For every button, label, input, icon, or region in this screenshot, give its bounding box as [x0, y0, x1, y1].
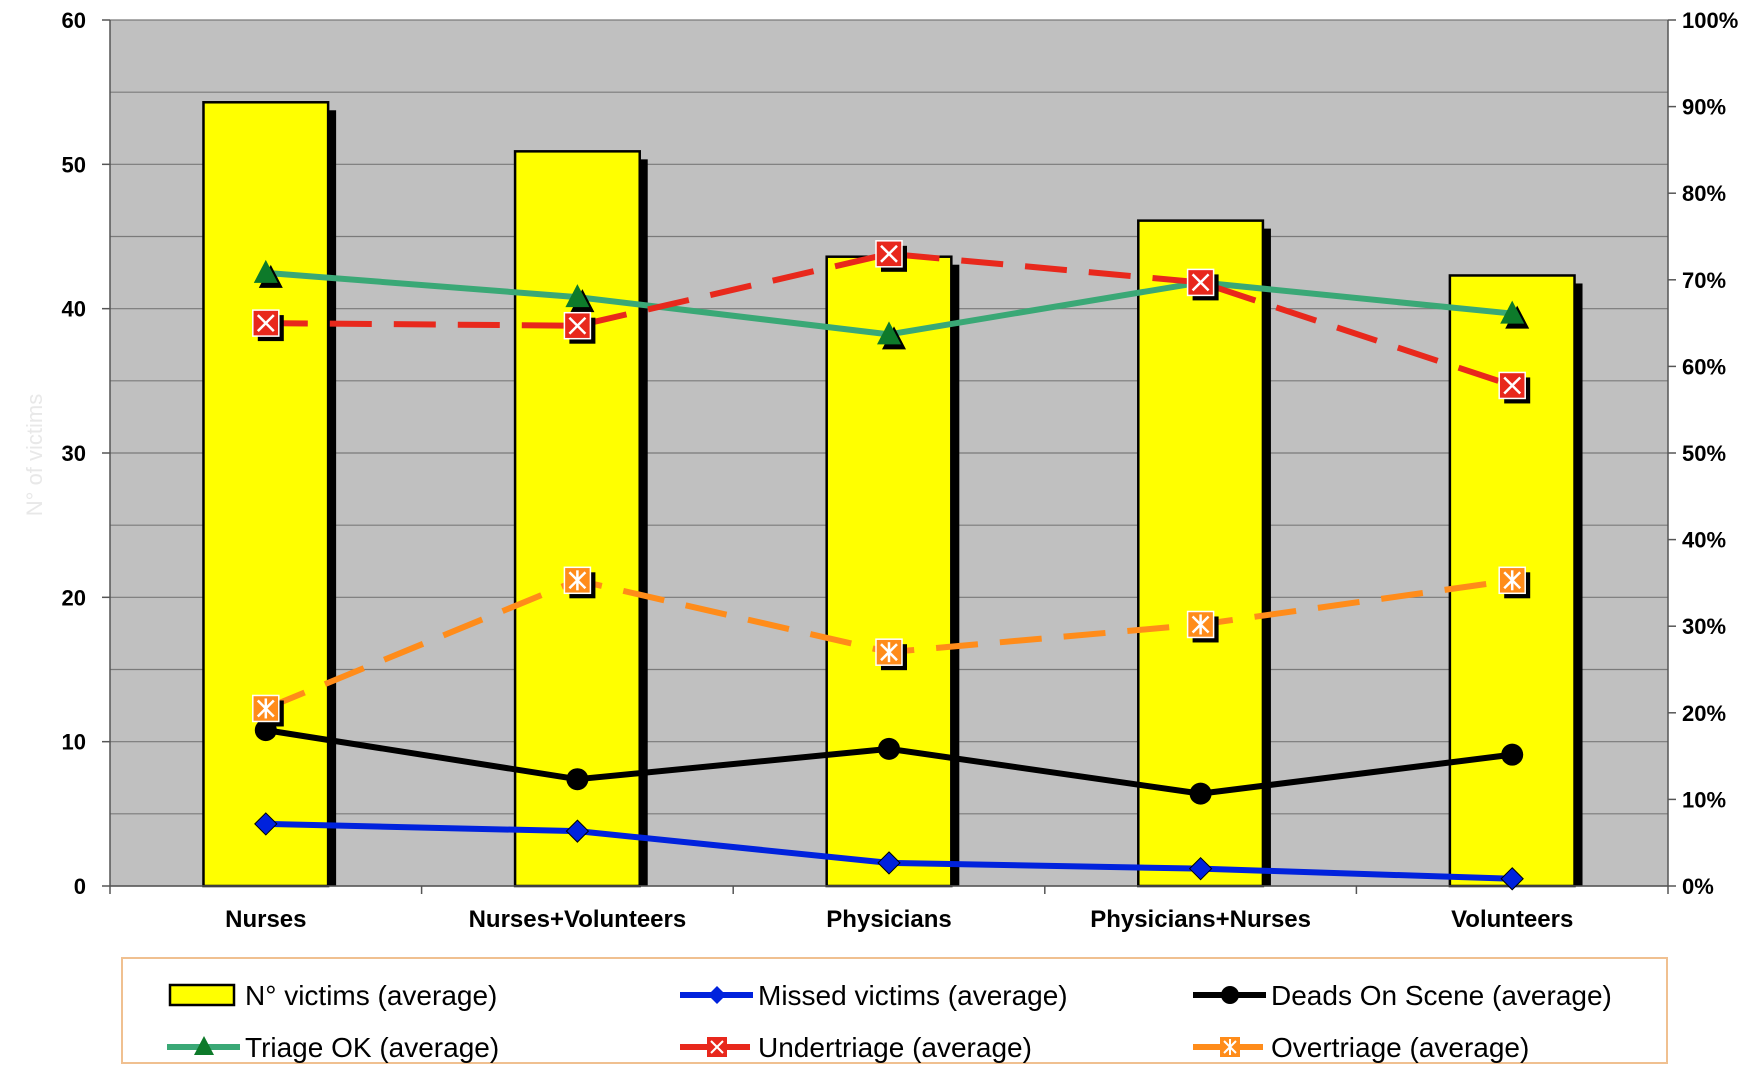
- data-point: [566, 768, 589, 791]
- data-point-glyph: [1191, 273, 1210, 292]
- x-tick-label: Nurses+Volunteers: [469, 906, 687, 933]
- y-axis-label: N° of victims: [22, 394, 47, 516]
- y2-tick-label: 10%: [1682, 787, 1726, 812]
- y-tick-label: 60: [62, 8, 86, 33]
- legend-label: Deads On Scene (average): [1271, 980, 1612, 1011]
- line-series: [252, 240, 1531, 891]
- y-tick-label: 10: [62, 730, 86, 755]
- y2-tick-label: 100%: [1682, 8, 1738, 33]
- data-point-glyph: [568, 316, 587, 335]
- y2-tick-label: 70%: [1682, 268, 1726, 293]
- legend-box: [121, 957, 1668, 1064]
- x-tick-label: Physicians: [826, 906, 951, 933]
- data-point: [565, 284, 590, 308]
- legend-marker-glyph: [710, 1040, 724, 1054]
- data-point-glyph: [880, 244, 898, 263]
- data-point-glyph: [1503, 376, 1522, 395]
- data-point-glyph: [256, 314, 275, 332]
- legend-label: Triage OK (average): [245, 1032, 499, 1063]
- bar: [1137, 219, 1265, 888]
- legend-label: Undertriage (average): [758, 1032, 1032, 1063]
- y2-tick-label: 20%: [1682, 701, 1726, 726]
- data-point: [878, 737, 900, 760]
- y-tick-label: 40: [62, 297, 86, 322]
- y2-tick-label: 30%: [1682, 614, 1726, 639]
- data-point: [877, 851, 901, 875]
- data-point: [1501, 743, 1524, 766]
- y-tick-label: 50: [62, 152, 86, 177]
- data-point: [1500, 867, 1524, 891]
- y2-tick-label: 40%: [1682, 528, 1726, 553]
- data-point: [1500, 300, 1525, 324]
- line-series-group: [254, 719, 1524, 805]
- legend-marker: [194, 1036, 214, 1055]
- legend-item: Triage OK (average): [167, 1032, 499, 1063]
- legend-item: Missed victims (average): [680, 980, 1068, 1011]
- legend: N° victims (average) Missed victims (aver…: [121, 957, 1668, 1064]
- data-point: [565, 819, 590, 843]
- x-tick-label: Nurses: [225, 906, 306, 933]
- axes: 0 10 20 30 40 50 60 0% 10% 20% 30% 40% 50% 60% 70% 80% 9…: [62, 8, 1739, 933]
- x-tick-label: Volunteers: [1451, 906, 1573, 933]
- y-tick-label: 30: [62, 441, 86, 466]
- legend-item: Deads On Scene (average): [1193, 980, 1612, 1011]
- legend-label: Missed victims (average): [758, 980, 1068, 1011]
- legend-swatch: [168, 983, 236, 1007]
- y2-tick-label: 60%: [1682, 354, 1726, 379]
- data-point: [254, 812, 278, 836]
- y2-tick-label: 80%: [1682, 181, 1726, 206]
- legend-marker: [1221, 986, 1239, 1004]
- legend-label: N° victims (average): [245, 980, 497, 1011]
- data-point: [253, 259, 278, 283]
- y2-tick-label: 90%: [1682, 95, 1726, 120]
- series-line: [265, 250, 1514, 389]
- legend-item: N° victims (average): [168, 980, 497, 1011]
- y-tick-label: 20: [62, 585, 86, 610]
- y2-tick-label: 50%: [1682, 441, 1726, 466]
- legend-marker: [708, 986, 726, 1004]
- y2-tick-label: 0%: [1682, 874, 1714, 899]
- data-point: [1189, 782, 1212, 805]
- y-tick-label: 0: [74, 874, 86, 899]
- legend-label: Overtriage (average): [1271, 1032, 1529, 1063]
- legend-item: Undertriage (average): [680, 1032, 1032, 1063]
- data-point: [1188, 856, 1213, 881]
- line-series-group: [254, 812, 1524, 891]
- bar: [202, 101, 330, 888]
- bar: [825, 255, 953, 888]
- line-series-group: [252, 566, 1531, 727]
- x-tick-label: Physicians+Nurses: [1090, 906, 1311, 933]
- data-point: [877, 321, 901, 345]
- legend-item: Overtriage (average): [1193, 1032, 1529, 1063]
- line-series-group: [252, 240, 1531, 404]
